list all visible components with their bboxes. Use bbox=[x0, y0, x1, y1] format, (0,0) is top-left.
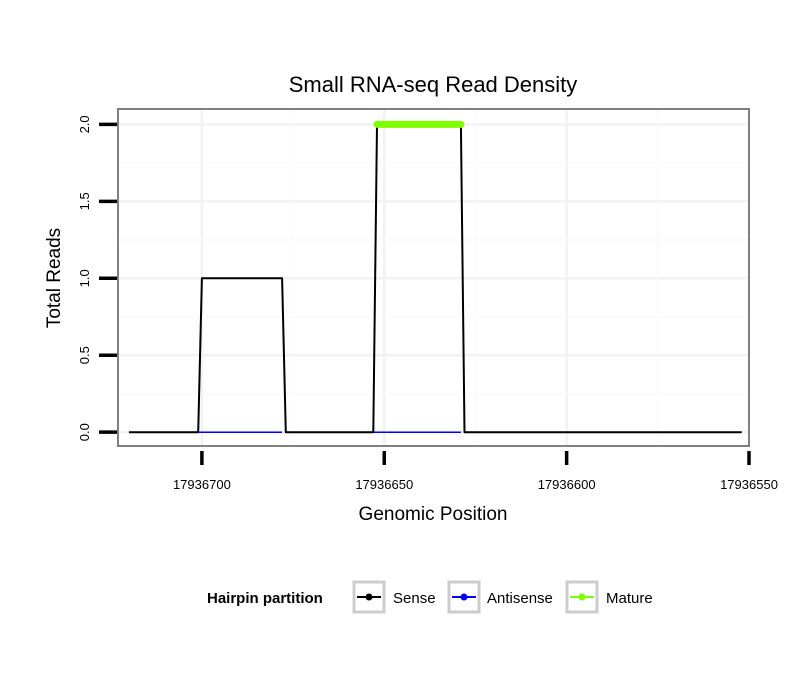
legend-item-antisense: Antisense bbox=[447, 580, 553, 614]
legend-point-mature bbox=[578, 593, 586, 601]
y-tick-label: 0.0 bbox=[77, 423, 92, 441]
legend: Hairpin partition Sense Antisense Mature bbox=[207, 580, 653, 614]
legend-label-antisense: Antisense bbox=[487, 590, 553, 607]
y-tick-label: 0.5 bbox=[77, 346, 92, 364]
plot-border bbox=[117, 108, 750, 447]
grid-lines bbox=[118, 109, 751, 446]
y-tick-label: 1.5 bbox=[77, 192, 92, 210]
legend-item-mature: Mature bbox=[565, 580, 653, 614]
x-tick-label: 17936600 bbox=[538, 477, 596, 492]
y-tick-label: 2.0 bbox=[77, 115, 92, 133]
y-tick-label: 1.0 bbox=[77, 269, 92, 287]
x-tick-label: 17936700 bbox=[173, 477, 231, 492]
legend-item-sense: Sense bbox=[352, 580, 436, 614]
chart-title: Small RNA-seq Read Density bbox=[289, 72, 578, 97]
x-axis-title: Genomic Position bbox=[359, 504, 508, 525]
legend-title: Hairpin partition bbox=[207, 590, 323, 607]
data-series bbox=[128, 120, 742, 434]
x-tick-label: 17936550 bbox=[720, 477, 778, 492]
x-tick-label: 17936650 bbox=[355, 477, 413, 492]
axes: 17936700 17936650 17936600 17936550 0.0 0.5 1.… bbox=[77, 115, 778, 492]
legend-point-sense bbox=[365, 593, 373, 601]
legend-label-sense: Sense bbox=[393, 590, 436, 607]
series-line-sense bbox=[128, 123, 742, 434]
legend-label-mature: Mature bbox=[606, 590, 653, 607]
y-axis-title: Total Reads bbox=[44, 228, 65, 328]
legend-point-antisense bbox=[460, 593, 468, 601]
